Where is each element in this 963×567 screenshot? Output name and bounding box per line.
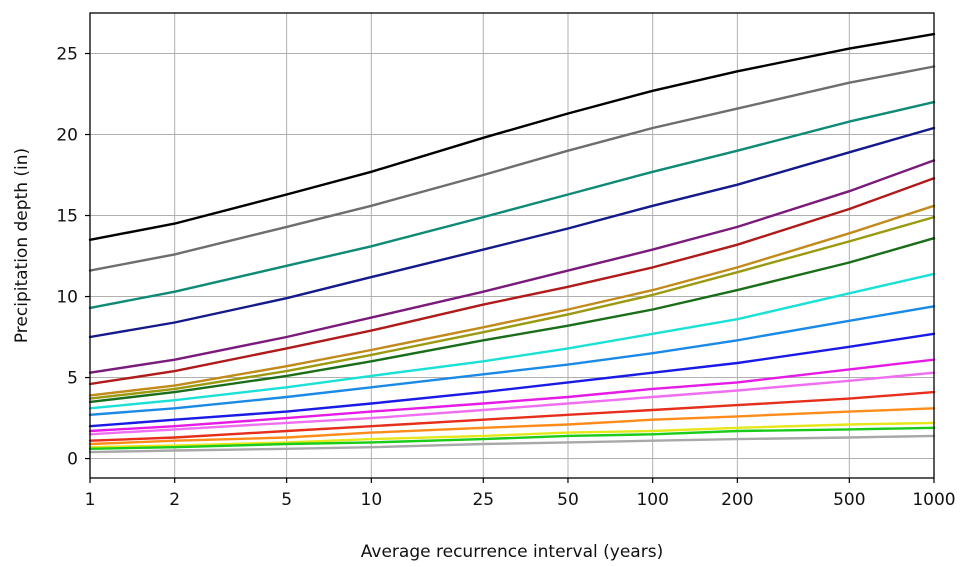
series-line-15 (88, 390, 936, 442)
series-line-14 (88, 371, 936, 436)
series-line-10 (88, 272, 936, 410)
plot-frame (89, 12, 935, 479)
x-tick-label: 2 (169, 490, 180, 510)
x-tick-label: 50 (557, 490, 579, 510)
series-line-9 (88, 236, 936, 404)
series-line-2 (88, 65, 936, 272)
y-axis-label: Precipitation depth (in) (12, 148, 32, 343)
series-line-17 (88, 421, 936, 449)
x-tick-label: 1000 (912, 490, 955, 510)
x-tick-label: 10 (361, 490, 383, 510)
x-axis-label: Average recurrence interval (years) (361, 542, 663, 562)
series-line-7 (88, 204, 936, 397)
series-line-8 (88, 215, 936, 400)
series-line-4 (88, 126, 936, 339)
series-lines (88, 32, 936, 454)
x-tick-label: 25 (472, 490, 494, 510)
series-line-5 (88, 159, 936, 374)
grid (89, 13, 935, 478)
y-tick-label: 15 (56, 207, 78, 227)
x-tick-label: 200 (721, 490, 753, 510)
series-line-11 (88, 305, 936, 416)
y-tick-label: 25 (56, 45, 78, 65)
y-tick-label: 0 (67, 450, 78, 470)
x-tick-label: 100 (636, 490, 668, 510)
series-line-1 (88, 32, 936, 242)
y-tick-label: 5 (67, 369, 78, 389)
series-line-12 (88, 332, 936, 428)
series-line-6 (88, 177, 936, 386)
series-line-3 (88, 100, 936, 310)
series-line-13 (88, 358, 936, 433)
y-tick-label: 10 (56, 288, 78, 308)
x-tick-label: 1 (85, 490, 96, 510)
y-tick-label: 20 (56, 126, 78, 146)
series-line-16 (88, 407, 936, 446)
series-line-18 (88, 426, 936, 450)
series-line-19 (88, 434, 936, 454)
x-tick-label: 5 (281, 490, 292, 510)
x-tick-label: 500 (833, 490, 865, 510)
